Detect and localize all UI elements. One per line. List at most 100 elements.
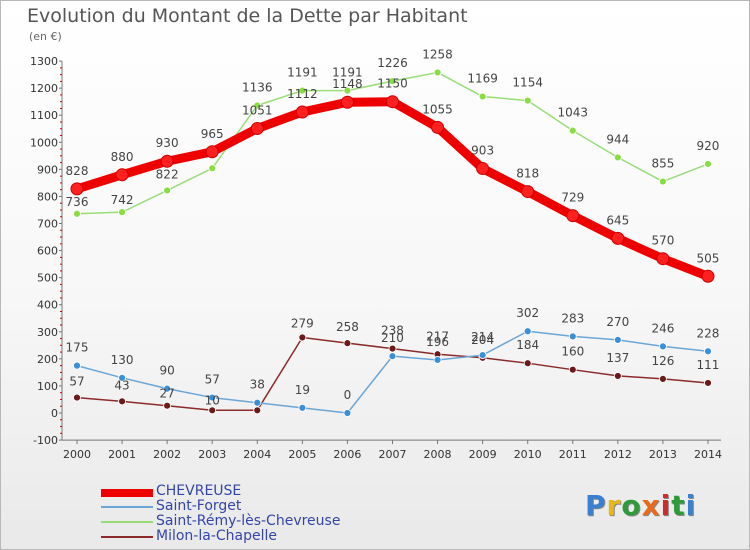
x-tick-label: 2014 bbox=[694, 448, 722, 461]
data-label-milon-la-chapelle: 258 bbox=[336, 320, 359, 334]
data-point-milon-la-chapelle bbox=[253, 406, 262, 415]
data-point-milon-la-chapelle bbox=[523, 359, 532, 368]
data-point-milon-la-chapelle bbox=[298, 333, 307, 342]
data-point-saint-remy-les-chevreuse bbox=[388, 77, 397, 86]
data-label-chevreuse: 1055 bbox=[422, 102, 453, 116]
legend-label-saint-forget: Saint-Forget bbox=[156, 498, 242, 514]
data-label-milon-la-chapelle: 43 bbox=[114, 378, 129, 392]
data-label-saint-forget: 38 bbox=[250, 378, 265, 392]
data-point-milon-la-chapelle bbox=[163, 401, 172, 410]
data-label-milon-la-chapelle: 238 bbox=[381, 324, 404, 338]
data-label-saint-forget: 90 bbox=[159, 364, 174, 378]
data-label-milon-la-chapelle: 111 bbox=[697, 358, 720, 372]
data-label-saint-forget: 130 bbox=[111, 353, 134, 367]
data-point-milon-la-chapelle bbox=[208, 406, 217, 415]
data-point-chevreuse bbox=[701, 269, 715, 283]
data-label-milon-la-chapelle: 137 bbox=[606, 351, 629, 365]
data-point-saint-forget bbox=[613, 336, 622, 344]
data-point-saint-remy-les-chevreuse bbox=[73, 209, 81, 218]
data-label-chevreuse: 645 bbox=[606, 213, 629, 227]
data-point-chevreuse bbox=[70, 182, 84, 196]
data-point-chevreuse bbox=[385, 95, 399, 109]
data-label-milon-la-chapelle: 57 bbox=[69, 375, 84, 389]
legend-item-milon[interactable]: Milon-la-Chapelle bbox=[101, 528, 501, 545]
x-tick-label: 2007 bbox=[378, 448, 406, 461]
data-label-saint-remy-les-chevreuse: 1191 bbox=[332, 66, 363, 80]
x-tick-label: 2004 bbox=[243, 448, 271, 461]
data-label-saint-remy-les-chevreuse: 1136 bbox=[242, 80, 273, 94]
legend-swatch-saint-remy bbox=[101, 521, 153, 523]
y-tick-label: 1100 bbox=[30, 109, 58, 122]
data-point-chevreuse bbox=[566, 209, 580, 223]
data-point-milon-la-chapelle bbox=[659, 374, 667, 383]
y-tick-label: -100 bbox=[33, 434, 58, 447]
x-tick-label: 2006 bbox=[333, 448, 361, 461]
y-tick-label: 500 bbox=[37, 272, 58, 285]
data-point-saint-remy-les-chevreuse bbox=[208, 164, 217, 173]
data-label-saint-remy-les-chevreuse: 944 bbox=[606, 132, 629, 146]
data-point-milon-la-chapelle bbox=[388, 344, 397, 353]
x-tick-label: 2012 bbox=[604, 448, 632, 461]
data-point-chevreuse bbox=[476, 162, 490, 176]
data-point-milon-la-chapelle bbox=[704, 379, 712, 387]
data-label-saint-remy-les-chevreuse: 1169 bbox=[467, 72, 498, 86]
y-tick-label: 600 bbox=[37, 245, 58, 258]
data-label-saint-remy-les-chevreuse: 1226 bbox=[377, 56, 408, 70]
data-point-saint-remy-les-chevreuse bbox=[343, 86, 352, 95]
data-label-milon-la-chapelle: 126 bbox=[651, 354, 674, 368]
x-tick-label: 2008 bbox=[424, 448, 452, 461]
data-point-chevreuse bbox=[160, 154, 174, 168]
data-label-chevreuse: 570 bbox=[651, 234, 674, 248]
data-label-chevreuse: 965 bbox=[201, 127, 224, 141]
x-tick-label: 2002 bbox=[153, 448, 181, 461]
data-point-saint-remy-les-chevreuse bbox=[613, 153, 622, 162]
data-point-saint-remy-les-chevreuse bbox=[298, 86, 307, 95]
data-label-chevreuse: 818 bbox=[516, 167, 539, 181]
legend-label-chevreuse: CHEVREUSE bbox=[156, 483, 242, 499]
data-label-saint-forget: 175 bbox=[66, 341, 89, 355]
data-label-milon-la-chapelle: 204 bbox=[471, 333, 494, 347]
legend-swatch-milon bbox=[101, 536, 153, 538]
y-tick-label: 100 bbox=[37, 380, 58, 393]
data-point-saint-remy-les-chevreuse bbox=[568, 126, 577, 135]
data-point-milon-la-chapelle bbox=[613, 372, 622, 380]
data-point-chevreuse bbox=[250, 121, 264, 135]
data-label-saint-forget: 196 bbox=[426, 335, 449, 349]
data-label-saint-forget: 214 bbox=[471, 330, 494, 344]
data-label-chevreuse: 1051 bbox=[242, 103, 273, 117]
data-point-saint-forget bbox=[343, 409, 352, 417]
data-label-saint-forget: 302 bbox=[516, 306, 539, 320]
data-point-saint-remy-les-chevreuse bbox=[659, 177, 667, 186]
data-label-saint-remy-les-chevreuse: 736 bbox=[66, 195, 89, 209]
data-label-saint-remy-les-chevreuse: 822 bbox=[156, 167, 179, 181]
chart-unit: (en €) bbox=[29, 30, 62, 43]
legend-item-saint-remy[interactable]: Saint-Rémy-lès-Chevreuse bbox=[101, 513, 501, 530]
data-point-saint-forget bbox=[523, 327, 532, 336]
data-point-saint-forget bbox=[73, 361, 81, 370]
data-label-saint-remy-les-chevreuse: 1258 bbox=[422, 47, 453, 61]
legend-item-chevreuse[interactable]: CHEVREUSE bbox=[101, 483, 501, 500]
data-point-chevreuse bbox=[340, 95, 354, 109]
data-point-milon-la-chapelle bbox=[568, 365, 577, 374]
data-label-saint-forget: 228 bbox=[697, 326, 720, 340]
data-label-saint-forget: 270 bbox=[606, 315, 629, 329]
data-label-chevreuse: 1148 bbox=[332, 77, 363, 91]
data-label-saint-remy-les-chevreuse: 742 bbox=[111, 193, 134, 207]
legend-label-saint-remy: Saint-Rémy-lès-Chevreuse bbox=[156, 513, 341, 529]
legend-label-milon: Milon-la-Chapelle bbox=[156, 528, 277, 544]
data-label-saint-forget: 19 bbox=[295, 383, 310, 397]
data-point-saint-forget bbox=[118, 373, 126, 382]
data-point-chevreuse bbox=[205, 145, 219, 159]
data-point-saint-forget bbox=[659, 342, 667, 351]
data-point-saint-remy-les-chevreuse bbox=[118, 208, 126, 217]
chart-title: Evolution du Montant de la Dette par Hab… bbox=[27, 5, 468, 27]
data-point-saint-forget bbox=[208, 393, 217, 402]
data-label-saint-remy-les-chevreuse: 1154 bbox=[512, 76, 543, 90]
data-label-milon-la-chapelle: 279 bbox=[291, 316, 314, 330]
data-point-saint-forget bbox=[388, 352, 397, 361]
data-label-chevreuse: 903 bbox=[471, 144, 494, 158]
data-point-saint-remy-les-chevreuse bbox=[433, 68, 442, 77]
data-point-saint-remy-les-chevreuse bbox=[163, 186, 172, 195]
legend-item-saint-forget[interactable]: Saint-Forget bbox=[101, 498, 501, 515]
